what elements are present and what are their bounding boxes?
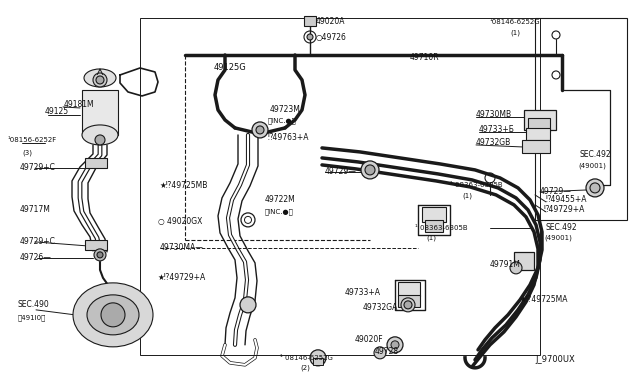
Circle shape [256, 126, 264, 134]
Text: 49020A: 49020A [316, 17, 346, 26]
Bar [82, 90, 118, 135]
Text: 49710R: 49710R [410, 54, 440, 62]
Text: 49722M: 49722M [265, 195, 296, 204]
Text: 49733+Б: 49733+Б [479, 125, 515, 134]
Bar [524, 110, 556, 130]
Text: ○49726: ○49726 [316, 33, 347, 42]
Text: 49730MA—: 49730MA— [160, 243, 204, 252]
Bar [398, 282, 420, 296]
Circle shape [307, 34, 313, 40]
Text: 49717M: 49717M [20, 205, 51, 214]
Bar [535, 18, 627, 220]
Text: 49181M: 49181M [64, 100, 95, 109]
Bar [528, 118, 550, 132]
Circle shape [95, 135, 105, 145]
Text: 49726—: 49726— [20, 253, 52, 262]
Circle shape [93, 73, 107, 87]
Text: ★⁉49725MB: ★⁉49725MB [160, 182, 209, 190]
Circle shape [97, 252, 103, 258]
Text: 49733+A: 49733+A [345, 288, 381, 297]
Text: 49730MB: 49730MB [476, 110, 512, 119]
Bar [313, 358, 323, 365]
Circle shape [240, 297, 256, 313]
Text: 49729+C: 49729+C [20, 237, 56, 246]
Text: (3): (3) [22, 150, 32, 156]
Text: 49723M: 49723M [270, 105, 301, 115]
Bar [422, 207, 446, 222]
Text: (1): (1) [426, 235, 436, 241]
Circle shape [586, 179, 604, 197]
Circle shape [391, 341, 399, 349]
Circle shape [101, 303, 125, 327]
Text: ¹08156-6252F: ¹08156-6252F [8, 137, 57, 143]
Text: 49020F: 49020F [355, 335, 383, 344]
Text: 49729—: 49729— [540, 187, 572, 196]
Text: ★⁉49729+A: ★⁉49729+A [158, 273, 206, 282]
Text: 〈INC.●〉: 〈INC.●〉 [265, 209, 294, 215]
Text: (1): (1) [462, 193, 472, 199]
Text: 49728: 49728 [375, 347, 399, 356]
Bar [514, 252, 534, 270]
Text: ⁉49729+A: ⁉49729+A [544, 205, 586, 214]
Text: (2): (2) [300, 365, 310, 371]
Text: 49732GB: 49732GB [476, 138, 511, 147]
Text: （491I0）: （491I0） [18, 315, 46, 321]
Text: (49001): (49001) [544, 235, 572, 241]
Text: (1): (1) [510, 30, 520, 36]
Circle shape [590, 183, 600, 193]
Text: 49729—: 49729— [325, 167, 357, 176]
Ellipse shape [87, 295, 139, 335]
Ellipse shape [84, 69, 116, 87]
Text: ¹ 08363-6305B: ¹ 08363-6305B [450, 182, 502, 188]
Circle shape [310, 350, 326, 366]
Circle shape [361, 161, 379, 179]
Text: (49001): (49001) [578, 163, 606, 169]
Ellipse shape [82, 125, 118, 145]
Bar [85, 158, 107, 168]
Bar [85, 240, 107, 250]
Text: 49732GA: 49732GA [363, 303, 398, 312]
Bar [304, 16, 316, 26]
Text: ¹ 08146-6252G: ¹ 08146-6252G [280, 355, 333, 361]
Bar [425, 220, 443, 232]
Text: ○ 49020GX: ○ 49020GX [158, 217, 202, 227]
Text: ¹ 08363-6305B: ¹ 08363-6305B [415, 225, 468, 231]
Bar [398, 295, 420, 307]
Circle shape [404, 301, 412, 309]
Circle shape [365, 165, 375, 175]
Text: ⁉49455+A: ⁉49455+A [546, 195, 588, 204]
Text: SEC.490: SEC.490 [18, 300, 50, 310]
Circle shape [96, 76, 104, 84]
Bar [526, 128, 550, 140]
Text: SEC.492: SEC.492 [546, 224, 578, 232]
Circle shape [387, 337, 403, 353]
Circle shape [374, 347, 386, 359]
Text: 49729+C: 49729+C [20, 163, 56, 173]
Bar [140, 18, 540, 355]
Circle shape [401, 298, 415, 312]
Text: J_9700UX: J_9700UX [535, 355, 575, 364]
Circle shape [510, 262, 522, 274]
Text: SEC.492: SEC.492 [580, 150, 612, 160]
Bar [522, 140, 550, 153]
Circle shape [94, 249, 106, 261]
Text: 49125: 49125 [45, 108, 69, 116]
Ellipse shape [73, 283, 153, 347]
Text: ★⁉49725MA: ★⁉49725MA [520, 295, 568, 304]
Circle shape [252, 122, 268, 138]
Text: 49791M: 49791M [490, 260, 521, 269]
Text: 〈INC.●〉: 〈INC.●〉 [268, 118, 297, 124]
Text: ¹08146-6252G: ¹08146-6252G [490, 19, 541, 25]
Text: 49125G: 49125G [214, 64, 247, 73]
Text: ⁉49763+A: ⁉49763+A [268, 134, 310, 142]
